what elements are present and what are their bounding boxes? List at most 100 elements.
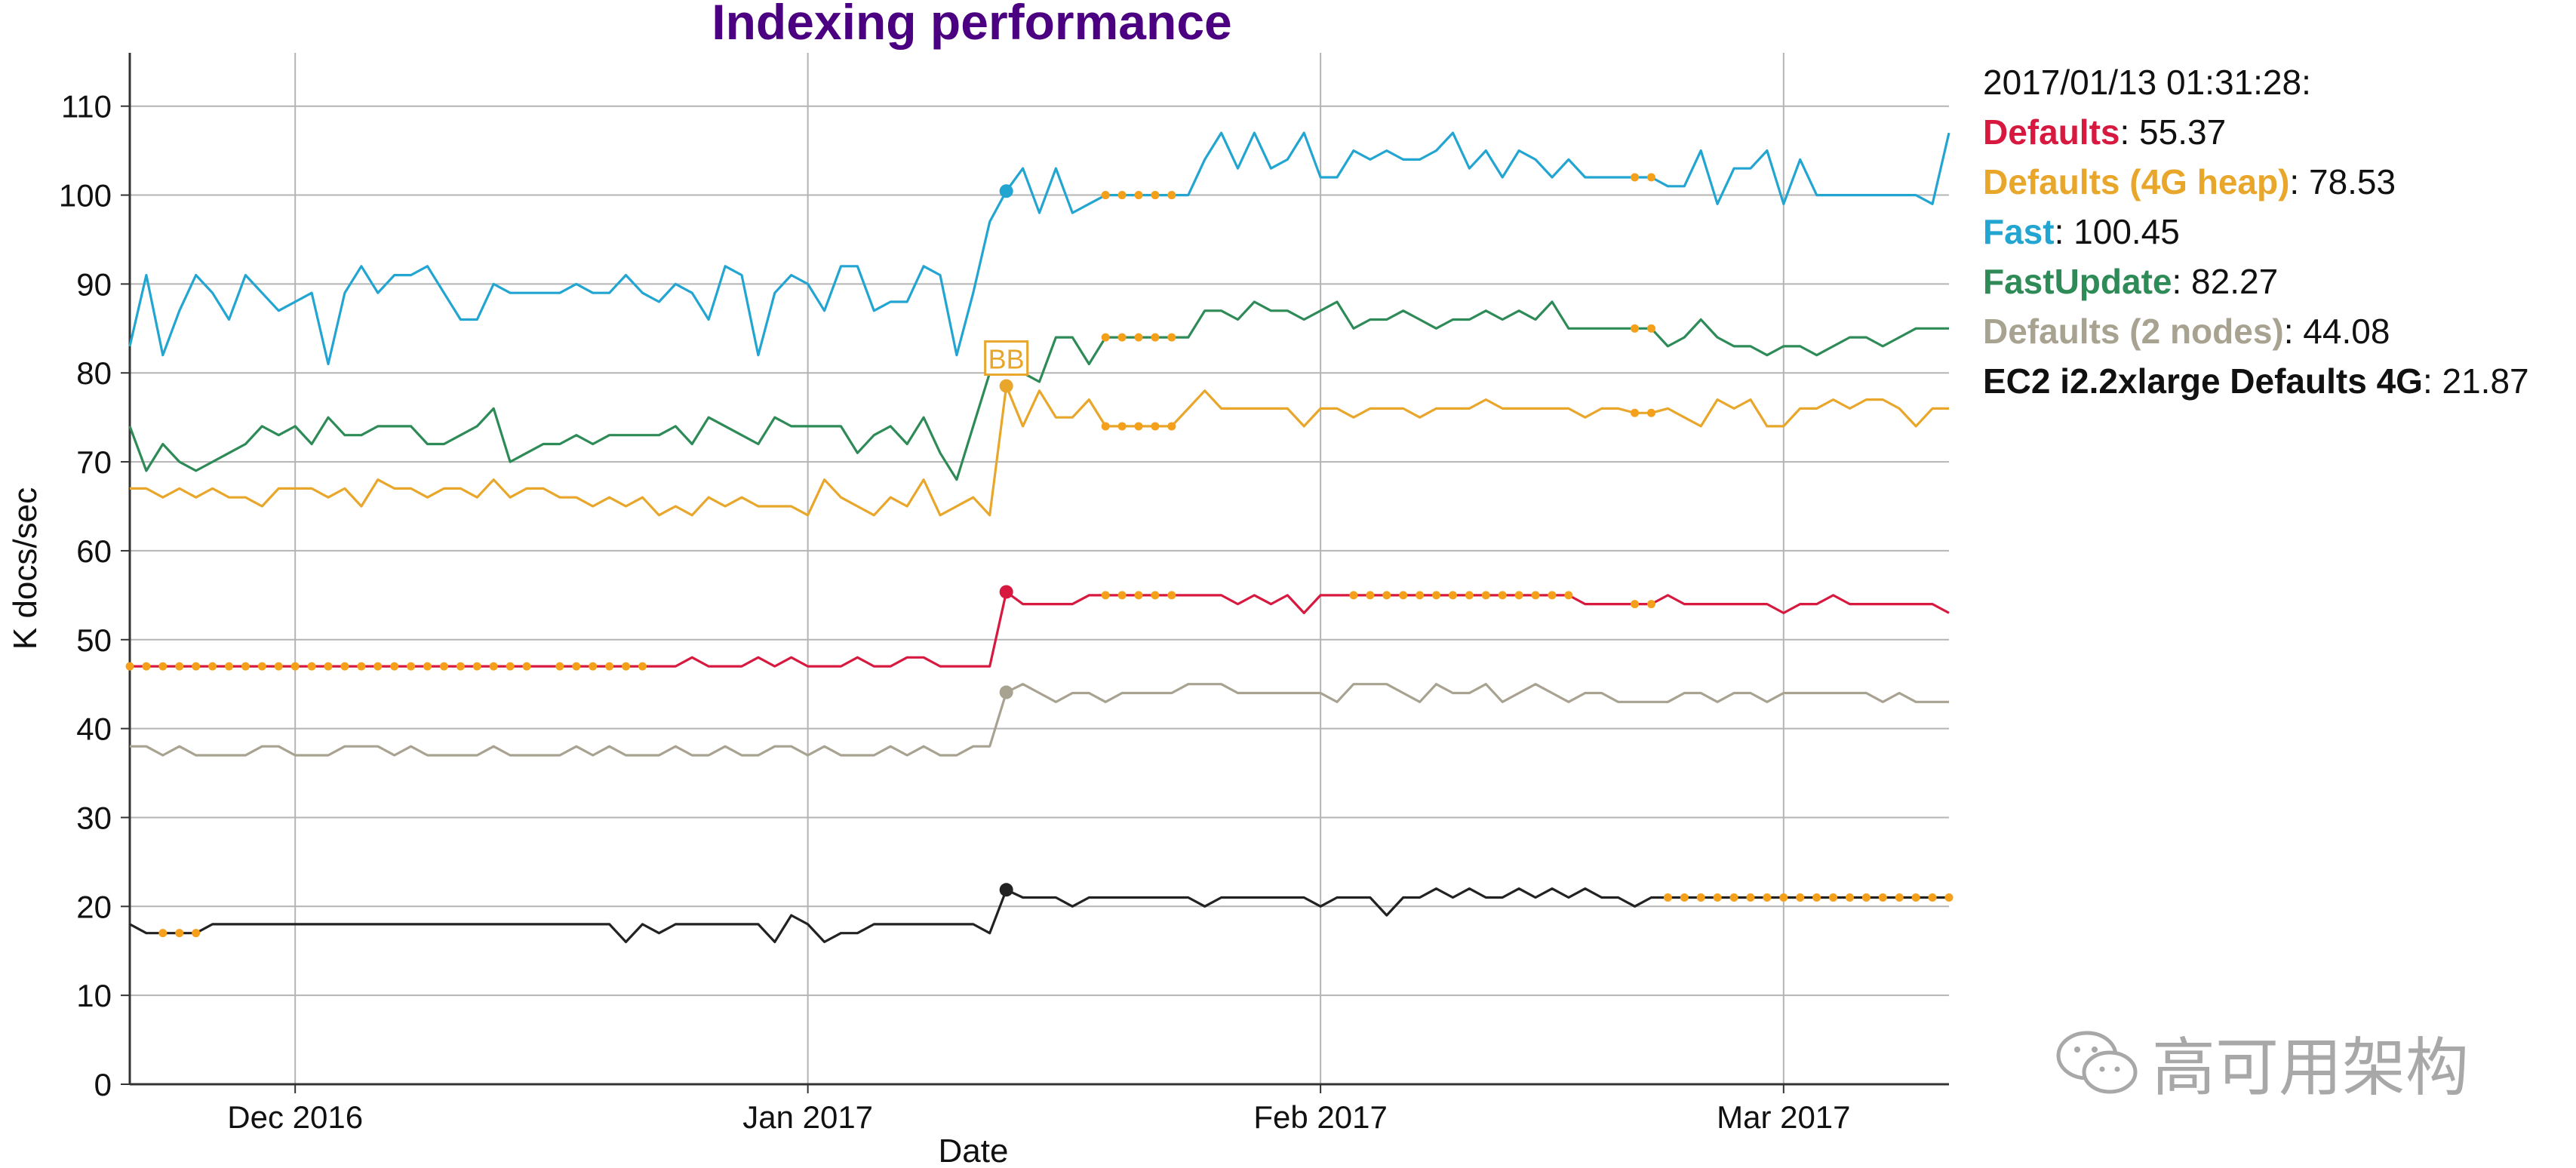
legend-name: Defaults (2 nodes) — [1983, 312, 2284, 351]
marker-point-ec2-i2-2xlarge-defaults-4g — [1895, 893, 1904, 902]
marker-point-defaults — [142, 662, 151, 671]
legend-value: : 78.53 — [2289, 162, 2396, 201]
marker-point-fast — [1631, 173, 1640, 182]
legend-row-fastupdate: FastUpdate: 82.27 — [1983, 257, 2529, 306]
marker-point-defaults — [324, 662, 333, 671]
marker-point-defaults — [225, 662, 234, 671]
x-tick-label: Jan 2017 — [742, 1099, 873, 1135]
marker-point-defaults — [522, 662, 531, 671]
hover-point-fast — [999, 184, 1013, 198]
marker-point-ec2-i2-2xlarge-defaults-4g — [1746, 893, 1755, 902]
grid-lines — [130, 53, 1949, 1084]
marker-point-defaults-4g-heap — [1646, 408, 1655, 417]
marker-point-ec2-i2-2xlarge-defaults-4g — [1729, 893, 1738, 902]
marker-point-ec2-i2-2xlarge-defaults-4g — [1829, 893, 1838, 902]
y-tick-label: 70 — [76, 444, 112, 480]
marker-point-defaults — [1646, 600, 1655, 609]
marker-point-fastupdate — [1646, 324, 1655, 333]
marker-point-defaults — [1399, 591, 1408, 600]
marker-point-ec2-i2-2xlarge-defaults-4g — [158, 929, 168, 938]
marker-point-fastupdate — [1134, 333, 1143, 342]
marker-point-defaults — [290, 662, 300, 671]
series-line-defaults-2-nodes — [130, 683, 1949, 757]
marker-point-defaults-4g-heap — [1167, 422, 1176, 431]
marker-point-defaults — [1465, 591, 1474, 600]
wechat-icon — [2056, 1031, 2138, 1093]
legend-entries: Defaults: 55.37 Defaults (4G heap): 78.53… — [1983, 107, 2529, 406]
marker-point-defaults — [1151, 591, 1160, 600]
legend-row-defaults-4g-heap: Defaults (4G heap): 78.53 — [1983, 157, 2529, 207]
marker-point-defaults — [125, 662, 134, 671]
marker-point-defaults — [605, 662, 614, 671]
marker-point-defaults — [175, 662, 184, 671]
y-axis-label: K docs/sec — [7, 487, 44, 650]
marker-point-defaults — [1416, 591, 1425, 600]
marker-point-defaults — [1448, 591, 1457, 600]
marker-point-defaults — [257, 662, 266, 671]
marker-point-defaults — [357, 662, 366, 671]
marker-point-defaults — [1498, 591, 1507, 600]
marker-point-defaults — [456, 662, 465, 671]
chart-title: Indexing performance — [712, 0, 1232, 50]
legend-row-fast: Fast: 100.45 — [1983, 207, 2529, 257]
marker-point-ec2-i2-2xlarge-defaults-4g — [192, 929, 201, 938]
marker-point-fastupdate — [1151, 333, 1160, 342]
series-line-ec2-i2-2xlarge-defaults-4g — [129, 887, 1949, 944]
marker-point-defaults-4g-heap — [1117, 422, 1127, 431]
marker-point-ec2-i2-2xlarge-defaults-4g — [1845, 893, 1854, 902]
marker-point-defaults — [1631, 600, 1640, 609]
marker-point-fast — [1101, 191, 1110, 200]
legend-value: : 55.37 — [2120, 112, 2227, 152]
marker-point-defaults — [407, 662, 416, 671]
legend-value: : 44.08 — [2283, 312, 2390, 351]
marker-point-fast — [1117, 191, 1127, 200]
marker-point-defaults — [1382, 591, 1391, 600]
x-tick-label: Feb 2017 — [1253, 1099, 1387, 1135]
x-tick-label: Dec 2016 — [227, 1099, 363, 1135]
marker-point-defaults — [638, 662, 647, 671]
y-tick-label: 10 — [76, 978, 112, 1013]
legend-row-defaults: Defaults: 55.37 — [1983, 107, 2529, 157]
legend-name: Defaults (4G heap) — [1983, 162, 2290, 201]
marker-point-defaults — [340, 662, 349, 671]
y-tick-label: 100 — [59, 178, 112, 214]
marker-point-defaults — [423, 662, 432, 671]
marker-point-ec2-i2-2xlarge-defaults-4g — [175, 929, 184, 938]
legend-row-defaults-2-nodes: Defaults (2 nodes): 44.08 — [1983, 306, 2529, 356]
series-line-fast — [128, 131, 1950, 366]
marker-point-defaults-4g-heap — [1134, 422, 1143, 431]
hover-timestamp: 2017/01/13 01:31:28: — [1983, 63, 2311, 102]
marker-point-defaults — [1117, 591, 1127, 600]
marker-point-ec2-i2-2xlarge-defaults-4g — [1796, 893, 1805, 902]
marker-point-fast — [1167, 191, 1176, 200]
legend-value: : 82.27 — [2172, 262, 2279, 301]
marker-point-defaults — [1432, 591, 1441, 600]
marker-point-ec2-i2-2xlarge-defaults-4g — [1713, 893, 1722, 902]
marker-point-fastupdate — [1117, 333, 1127, 342]
series-line-fastupdate — [128, 300, 1949, 481]
marker-point-defaults — [1531, 591, 1540, 600]
marker-point-defaults — [1101, 591, 1110, 600]
y-tick-label: 90 — [76, 266, 112, 302]
y-tick-label: 50 — [76, 622, 112, 658]
marker-point-ec2-i2-2xlarge-defaults-4g — [1878, 893, 1887, 902]
marker-point-defaults — [589, 662, 598, 671]
marker-point-defaults — [472, 662, 481, 671]
axis-labels: 0 10 20 30 40 50 60 70 80 90 100 110 Dec 2016 Jan 201… — [7, 0, 1851, 1168]
y-tick-label: 20 — [76, 889, 112, 924]
marker-point-fast — [1646, 173, 1655, 182]
legend-name: Defaults — [1983, 112, 2120, 152]
marker-point-ec2-i2-2xlarge-defaults-4g — [1779, 893, 1788, 902]
marker-point-ec2-i2-2xlarge-defaults-4g — [1663, 893, 1672, 902]
hover-point-defaults-4g-heap — [999, 379, 1013, 393]
y-tick-label: 110 — [61, 89, 112, 124]
marker-point-defaults — [555, 662, 564, 671]
marker-point-fastupdate — [1167, 333, 1176, 342]
marker-point-fast — [1151, 191, 1160, 200]
legend-name: FastUpdate — [1983, 262, 2172, 301]
marker-point-defaults — [1548, 591, 1557, 600]
legend-value: : 21.87 — [2422, 361, 2529, 401]
marker-point-ec2-i2-2xlarge-defaults-4g — [1928, 893, 1937, 902]
marker-point-defaults — [506, 662, 515, 671]
